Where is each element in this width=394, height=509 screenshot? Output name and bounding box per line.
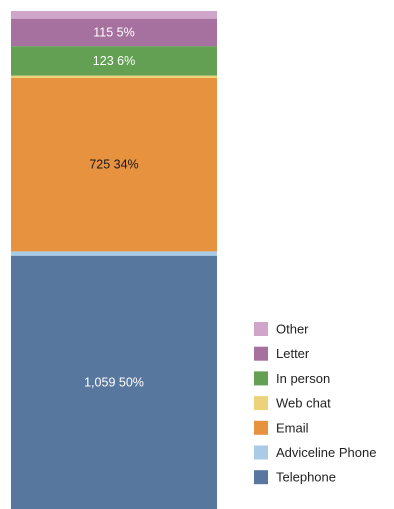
bar-segment-other [11,11,217,19]
legend-label-in-person: In person [276,371,330,386]
bar-segment-web-chat [11,75,217,78]
legend-label-telephone: Telephone [276,470,336,485]
bar-segment-adviceline-phone [11,251,217,256]
segment-labels: 1,059 50% 725 34% 123 6% 115 5% [84,25,144,389]
legend: Other Letter In person Web chat Email Advicel… [254,322,376,485]
bar-segment-in-person [11,46,217,76]
legend-swatch-email [254,420,268,435]
legend-item-telephone: Telephone [254,470,336,485]
legend-item-adviceline-phone: Adviceline Phone [254,445,376,460]
legend-label-other: Other [276,322,309,337]
legend-swatch-web-chat [254,396,268,411]
legend-swatch-adviceline-phone [254,445,268,460]
data-label-in-person: 123 6% [93,54,135,68]
legend-label-letter: Letter [276,346,310,361]
data-label-letter: 115 5% [93,25,134,39]
legend-swatch-telephone [254,470,268,485]
legend-swatch-other [254,322,268,336]
legend-label-email: Email [276,420,309,435]
legend-item-letter: Letter [254,346,310,361]
legend-item-other: Other [254,322,309,337]
bar-segment-telephone [11,255,217,509]
data-label-telephone: 1,059 50% [84,375,144,389]
stacked-bar [11,11,217,509]
legend-label-adviceline-phone: Adviceline Phone [276,445,376,460]
legend-swatch-letter [254,346,268,361]
legend-item-in-person: In person [254,371,330,386]
data-label-email: 725 34% [89,158,138,172]
bar-segment-letter [11,18,217,47]
bar-segment-email [11,77,217,252]
legend-label-web-chat: Web chat [276,396,331,411]
legend-item-web-chat: Web chat [254,396,331,411]
legend-swatch-in-person [254,371,268,386]
legend-item-email: Email [254,420,309,435]
